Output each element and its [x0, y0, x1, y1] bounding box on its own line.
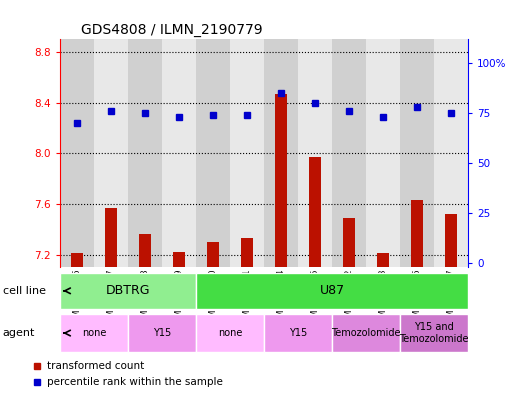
Bar — [241, 238, 253, 267]
Bar — [332, 314, 400, 352]
Bar — [264, 314, 332, 352]
Bar — [400, 39, 434, 267]
Text: cell line: cell line — [3, 286, 46, 296]
Text: GDS4808 / ILMN_2190779: GDS4808 / ILMN_2190779 — [81, 23, 262, 37]
Bar — [173, 252, 185, 267]
Bar — [434, 39, 468, 267]
Text: percentile rank within the sample: percentile rank within the sample — [47, 377, 223, 387]
Text: agent: agent — [3, 328, 35, 338]
Text: Y15: Y15 — [153, 328, 171, 338]
Bar — [298, 39, 332, 267]
Bar — [411, 200, 423, 267]
Text: Y15 and
Temozolomide: Y15 and Temozolomide — [400, 322, 469, 344]
Bar — [196, 314, 264, 352]
Bar — [377, 253, 389, 267]
Text: transformed count: transformed count — [47, 361, 144, 371]
Text: Temozolomide: Temozolomide — [332, 328, 401, 338]
Bar — [162, 39, 196, 267]
Text: Y15: Y15 — [289, 328, 307, 338]
Bar — [332, 39, 366, 267]
Bar — [71, 253, 83, 267]
Bar — [60, 39, 94, 267]
Bar — [400, 314, 468, 352]
Bar — [207, 242, 219, 267]
Bar — [343, 218, 355, 267]
Bar — [366, 39, 400, 267]
Bar — [60, 273, 196, 309]
Bar — [196, 39, 230, 267]
Bar — [128, 39, 162, 267]
Bar — [128, 314, 196, 352]
Bar — [275, 94, 287, 267]
Bar — [94, 39, 128, 267]
Text: U87: U87 — [320, 284, 345, 298]
Text: none: none — [82, 328, 106, 338]
Bar — [196, 273, 468, 309]
Text: DBTRG: DBTRG — [106, 284, 151, 298]
Text: none: none — [218, 328, 242, 338]
Bar — [264, 39, 298, 267]
Bar — [445, 214, 457, 267]
Bar — [139, 234, 151, 267]
Bar — [309, 157, 321, 267]
Bar — [230, 39, 264, 267]
Bar — [60, 314, 128, 352]
Bar — [105, 208, 117, 267]
